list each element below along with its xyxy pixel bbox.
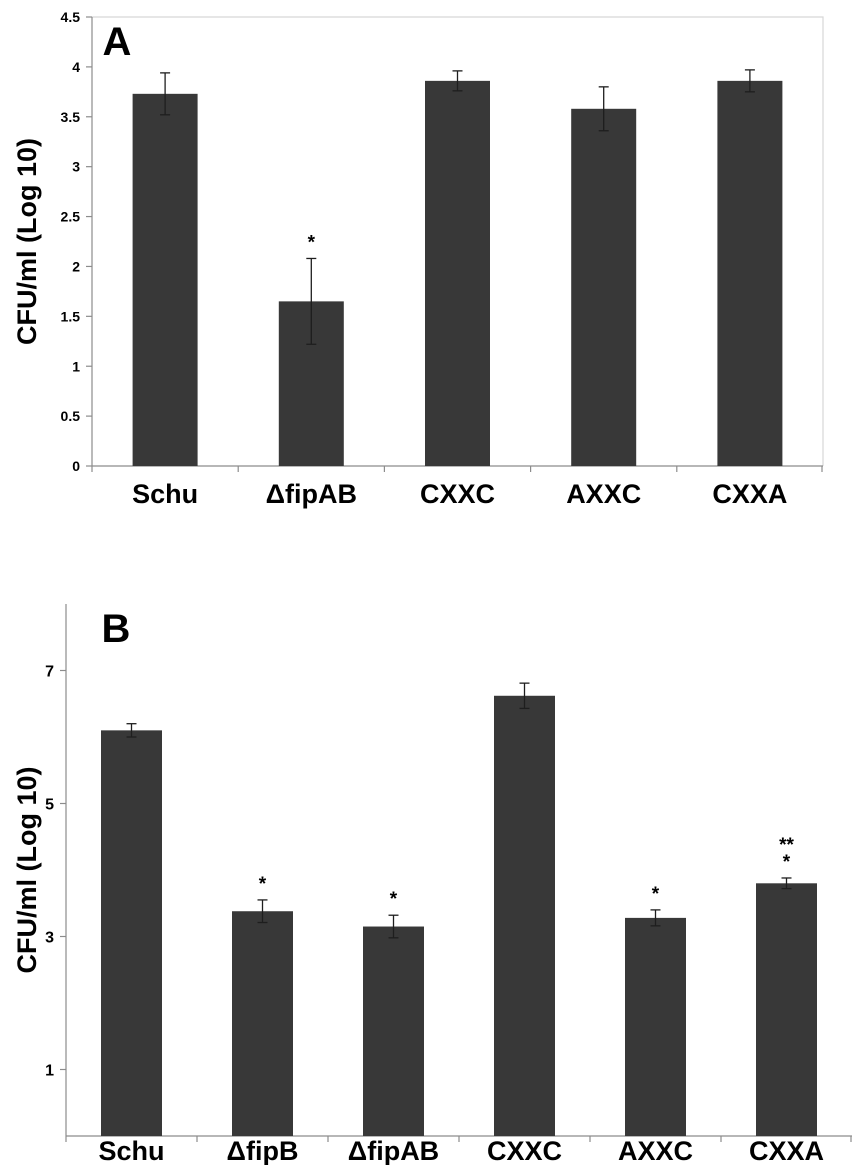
bar [425, 80, 490, 466]
panel-b-chart: 1 3 5 7 Schu * ΔfipB * ΔfipAB CXXC * AXXC ** * CXXA CFU… [12, 604, 852, 1165]
y-axis-title: CFU/ml (Log 10) [12, 767, 42, 974]
y-tick-label: 5 [45, 796, 54, 813]
y-tick-label: 1.5 [61, 308, 81, 324]
y-tick-label: 3.5 [61, 109, 81, 125]
category-label: CXXA [749, 1136, 824, 1165]
bar [571, 108, 637, 466]
category-label: Schu [132, 479, 198, 509]
category-label: CXXC [487, 1136, 562, 1165]
category-label: ΔfipAB [348, 1136, 439, 1165]
bar [132, 93, 198, 466]
y-tick-label: 0 [72, 458, 80, 474]
significance-marker: * [308, 232, 316, 253]
y-tick-label: 0.5 [61, 408, 81, 424]
panel-label: B [102, 607, 131, 651]
bar [756, 883, 817, 1136]
bar [232, 911, 293, 1136]
category-label: CXXC [420, 479, 495, 509]
bar [101, 730, 162, 1136]
plot-frame [92, 16, 824, 466]
y-tick-label: 7 [45, 663, 54, 680]
y-tick-label: 3 [72, 159, 80, 175]
category-label: AXXC [618, 1136, 693, 1165]
bar [625, 917, 686, 1136]
y-tick-label: 1 [45, 1062, 54, 1079]
significance-marker: * [652, 884, 660, 905]
category-label: ΔfipB [227, 1136, 299, 1165]
y-tick-label: 4.5 [61, 9, 81, 25]
significance-marker: * [259, 874, 267, 895]
category-label: Schu [98, 1136, 164, 1165]
significance-marker: * [390, 889, 398, 910]
bar [717, 80, 783, 466]
y-tick-label: 2 [72, 258, 80, 274]
category-label: ΔfipAB [266, 479, 357, 509]
y-axis-title: CFU/ml (Log 10) [12, 138, 42, 345]
y-tick-label: 4 [72, 59, 80, 75]
panel-a-chart: 0 0.5 1 1.5 2 2.5 3 3.5 4 4.5 Schu * ΔfipAB CXXC AXXC C… [12, 9, 824, 509]
y-tick-label: 3 [45, 929, 54, 946]
bar [494, 695, 555, 1136]
category-label: AXXC [566, 479, 641, 509]
significance-marker: ** * [779, 835, 794, 873]
y-tick-label: 1 [72, 358, 80, 374]
bar [363, 926, 424, 1136]
y-tick-label: 2.5 [61, 209, 81, 225]
category-label: CXXA [712, 479, 787, 509]
panel-label: A [103, 20, 132, 64]
